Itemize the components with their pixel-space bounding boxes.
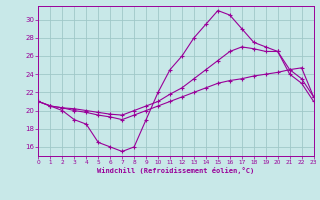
- X-axis label: Windchill (Refroidissement éolien,°C): Windchill (Refroidissement éolien,°C): [97, 167, 255, 174]
